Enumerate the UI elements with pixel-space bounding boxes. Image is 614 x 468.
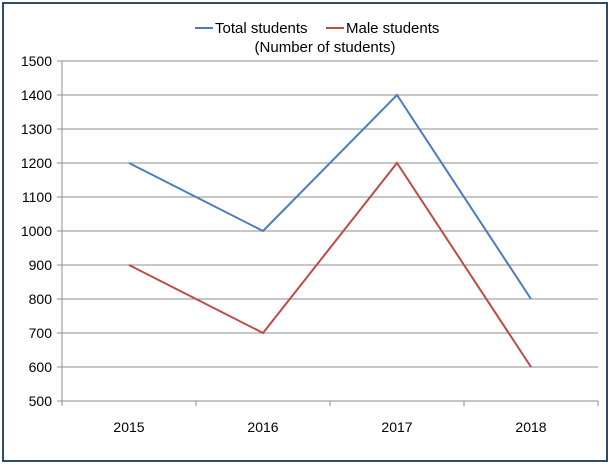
y-tick-label: 900 <box>29 257 53 273</box>
x-tick-label: 2016 <box>247 419 278 435</box>
y-tick-label: 600 <box>29 359 53 375</box>
y-tick-label: 1400 <box>21 87 52 103</box>
legend-label: Total students <box>215 20 308 37</box>
y-tick-label: 700 <box>29 325 53 341</box>
gridlines <box>57 60 598 402</box>
x-tick-label: 2018 <box>515 419 546 435</box>
chart-subtitle: (Number of students) <box>255 39 396 56</box>
y-tick-label: 800 <box>29 291 53 307</box>
series-line-total-students <box>128 93 532 300</box>
y-tick-label: 1300 <box>21 121 52 137</box>
series-lines <box>128 93 532 368</box>
y-tick-label: 1000 <box>21 223 52 239</box>
y-tick-label: 1100 <box>22 189 52 205</box>
x-tick-label: 2015 <box>113 419 144 435</box>
x-tick-labels: 2015 2016 2017 2018 <box>113 419 546 435</box>
y-tick-label: 1500 <box>21 53 52 69</box>
series-line-male-students <box>128 161 532 368</box>
y-tick-label: 500 <box>29 393 53 409</box>
x-tick-label: 2017 <box>381 419 412 435</box>
chart-frame <box>2 2 608 462</box>
y-tick-labels: 500 600 700 800 900 1000 1100 1200 1300 1400 1500 <box>21 53 52 409</box>
legend: Total students Male students <box>195 20 439 37</box>
y-tick-label: 1200 <box>21 155 52 171</box>
legend-label: Male students <box>346 20 439 37</box>
axes <box>61 61 599 406</box>
